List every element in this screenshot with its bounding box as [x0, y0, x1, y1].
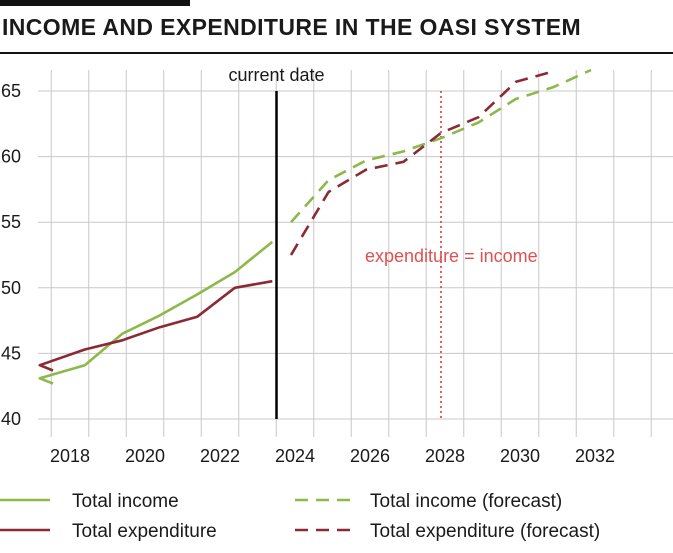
title-rule: [0, 52, 673, 54]
legend: Total income Total income (forecast) Total…: [0, 491, 600, 542]
series-line-2: [290, 68, 592, 224]
x-tick-label: 2024: [275, 446, 315, 466]
grid: [38, 70, 673, 437]
x-tick-label: 2020: [125, 446, 165, 466]
x-tick-label: 2028: [425, 446, 465, 466]
annotation-labels: current date expenditure = income: [228, 65, 537, 266]
x-tick-label: 2026: [350, 446, 390, 466]
chart-title: INCOME AND EXPENDITURE IN THE OASI SYSTE…: [2, 14, 582, 40]
y-axis-ticks: 40 45 50 55 60 65: [1, 81, 21, 429]
x-tick-label: 2032: [575, 446, 615, 466]
y-tick-label: 60: [1, 147, 21, 167]
series-lines: [38, 68, 592, 385]
y-tick-label: 55: [1, 212, 21, 232]
x-tick-label: 2030: [500, 446, 540, 466]
break-even-label: expenditure = income: [365, 246, 538, 266]
legend-label: Total income: [72, 491, 179, 512]
x-tick-label: 2022: [200, 446, 240, 466]
legend-label: Total income (forecast): [370, 491, 562, 512]
x-axis-ticks: 2018 2020 2022 2024 2026 2028 2030 2032: [50, 446, 615, 466]
y-tick-label: 40: [1, 409, 21, 429]
y-tick-label: 65: [1, 81, 21, 101]
y-tick-label: 45: [1, 343, 21, 363]
y-tick-label: 50: [1, 278, 21, 298]
annotation-lines: [275, 91, 442, 419]
legend-label: Total expenditure: [72, 521, 217, 542]
series-line-0: [38, 240, 274, 385]
title-accent-bar: [0, 0, 190, 6]
series-line-1: [38, 279, 273, 372]
current-date-label: current date: [228, 65, 324, 85]
x-tick-label: 2018: [50, 446, 90, 466]
legend-label: Total expenditure (forecast): [370, 521, 600, 542]
series-line-3: [289, 70, 554, 256]
